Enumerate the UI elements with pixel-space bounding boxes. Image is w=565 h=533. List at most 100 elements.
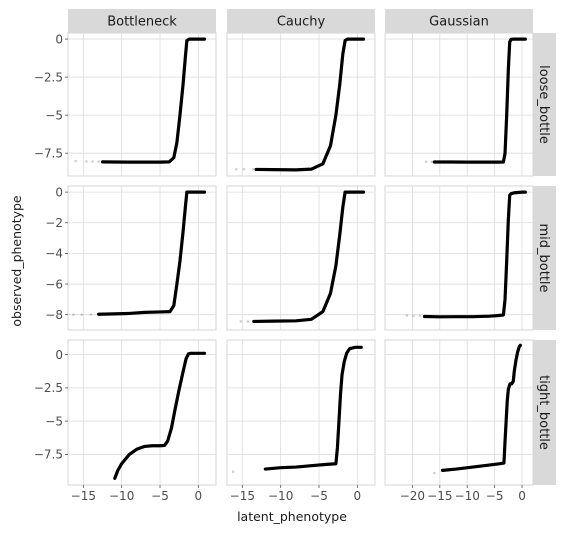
panel-background (226, 339, 376, 486)
faint-data-point (91, 160, 94, 163)
column-strip: Gaussian (385, 9, 533, 33)
faint-data-point (72, 313, 75, 316)
panel-grid (385, 340, 533, 485)
strip-background (533, 340, 556, 485)
dense-data-points (113, 351, 207, 480)
row-strip: tight_bottle (533, 340, 556, 485)
facet-panel (226, 32, 376, 177)
panel-grid (227, 340, 375, 485)
faint-data-point (251, 168, 255, 171)
column-strip: Bottleneck (68, 9, 216, 33)
row-strip: mid_bottle (533, 186, 556, 330)
panel-points (113, 351, 207, 480)
faint-data-point (234, 167, 238, 171)
faint-data-point (433, 471, 436, 475)
faint-data-point (412, 314, 415, 318)
panel-background (384, 185, 534, 331)
column-strip-label: Cauchy (277, 15, 326, 30)
y-tick-label: −8 (45, 308, 63, 322)
x-tick-label: 0 (518, 489, 526, 503)
x-tick-label: −10 (268, 489, 293, 503)
facet-panel (226, 185, 376, 331)
y-tick-label: −6 (45, 277, 63, 291)
panel-points (72, 190, 207, 316)
faint-data-point (242, 167, 246, 171)
dense-data-points (97, 190, 207, 316)
faint-data-point (430, 160, 433, 164)
facet-panel (67, 185, 217, 331)
facet-panel (384, 339, 534, 486)
panel-grid (227, 33, 375, 176)
facet-panel (384, 32, 534, 177)
dense-data-points (252, 190, 366, 324)
x-tick-label: −5 (310, 489, 328, 503)
y-tick-label: 0 (55, 348, 63, 362)
y-tick-label: −5 (45, 108, 63, 122)
row-strip: loose_bottle (533, 33, 556, 176)
axis-ticks: −15 −10 −5 0 −15 −10 −5 0 −20 −15 −10 −5 00−2.5−5−7.… (34, 32, 526, 503)
faint-data-point (89, 313, 93, 316)
panels (67, 32, 534, 486)
faint-data-point (85, 160, 88, 163)
faint-data-point (424, 160, 428, 163)
x-tick-label: −10 (455, 489, 480, 503)
faint-data-point (246, 320, 250, 323)
strip-background (227, 9, 375, 33)
panel-points (234, 37, 366, 172)
dense-data-points (432, 37, 527, 164)
faint-data-point (405, 314, 409, 317)
panel-points (424, 37, 527, 164)
x-axis-title: latent_phenotype (237, 509, 347, 524)
y-tick-label: −4 (45, 247, 63, 261)
dense-data-points (100, 37, 207, 164)
x-tick-label: 0 (354, 489, 362, 503)
dense-data-points (263, 345, 363, 471)
x-tick-label: −15 (230, 489, 255, 503)
panel-background (67, 339, 217, 486)
facet-strips: Bottleneck Cauchy Gaussian loose_bottle mid_… (68, 9, 556, 485)
faint-data-point (80, 313, 84, 316)
dense-data-points (422, 190, 527, 319)
y-tick-label: −2.5 (34, 381, 63, 395)
strip-background (533, 186, 556, 330)
dense-data-points (440, 343, 522, 472)
strip-background (533, 33, 556, 176)
panel-points (405, 190, 527, 319)
facet-panel (226, 339, 376, 486)
y-tick-label: −7.5 (34, 448, 63, 462)
row-strip-label: tight_bottle (536, 375, 551, 450)
panel-background (226, 32, 376, 177)
faint-data-point (74, 159, 77, 163)
panel-grid (227, 186, 375, 330)
x-tick-label: −15 (427, 489, 452, 503)
facet-panel (67, 32, 217, 177)
column-strip-label: Bottleneck (107, 15, 177, 30)
y-tick-label: 0 (55, 185, 63, 199)
y-tick-label: −2 (45, 216, 63, 230)
y-axis-title: observed_phenotype (9, 195, 24, 327)
panel-grid (68, 186, 216, 330)
faint-data-point (239, 320, 243, 323)
y-tick-label: −2.5 (34, 70, 63, 84)
panel-points (231, 345, 363, 473)
panel-background (384, 32, 534, 177)
x-tick-label: −20 (400, 489, 425, 503)
x-tick-label: −10 (109, 489, 134, 503)
panel-grid (68, 33, 216, 176)
strip-background (68, 9, 216, 33)
x-tick-label: 0 (195, 489, 203, 503)
y-tick-label: 0 (55, 32, 63, 46)
column-strip: Cauchy (227, 9, 375, 33)
x-tick-label: −5 (151, 489, 169, 503)
row-strip-label: loose_bottle (536, 65, 551, 144)
panel-background (384, 339, 534, 486)
x-tick-label: −15 (71, 489, 96, 503)
facet-panel (384, 185, 534, 331)
panel-points (74, 37, 207, 164)
strip-background (385, 9, 533, 33)
panel-points (239, 190, 366, 324)
panel-points (433, 343, 522, 475)
facet-panel (67, 339, 217, 486)
y-tick-label: −7.5 (34, 146, 63, 160)
